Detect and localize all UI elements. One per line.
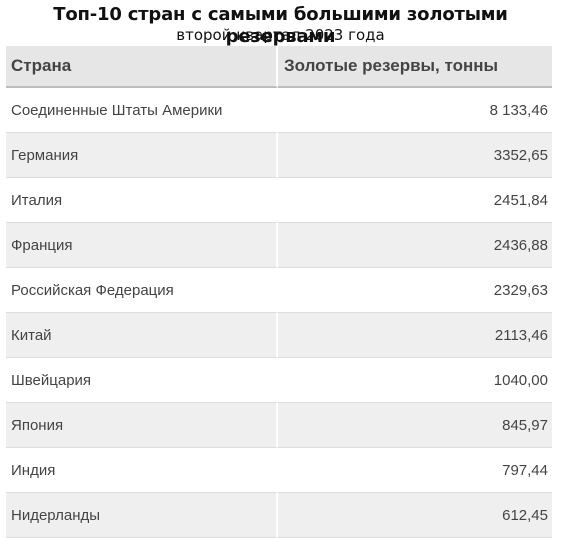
country-cell: Франция [6,223,278,268]
country-cell: Япония [6,403,278,448]
reserves-cell: 2436,88 [278,223,552,268]
reserves-cell: 2451,84 [278,178,552,223]
column-header-reserves: Золотые резервы, тонны [278,46,552,88]
table-row: Соединенные Штаты Америки 8 133,46 [6,88,552,133]
reserves-cell: 612,45 [278,493,552,538]
country-cell: Швейцария [6,358,278,403]
country-cell: Соединенные Штаты Америки [6,88,278,133]
reserves-cell: 2113,46 [278,313,552,358]
country-cell: Российская Федерация [6,268,278,313]
table-row: Китай 2113,46 [6,313,552,358]
column-header-country: Страна [6,46,278,88]
gold-reserves-table: Страна Золотые резервы, тонны Соединенны… [6,46,552,538]
chart-title: Топ-10 стран с самыми большими золотыми … [53,4,508,47]
table-row: Российская Федерация 2329,63 [6,268,552,313]
chart-subtitle: второй квартал 2023 года [176,26,385,44]
reserves-cell: 1040,00 [278,358,552,403]
table-row: Нидерланды 612,45 [6,493,552,538]
table-row: Италия 2451,84 [6,178,552,223]
table-row: Швейцария 1040,00 [6,358,552,403]
reserves-cell: 3352,65 [278,133,552,178]
table-body: Соединенные Штаты Америки 8 133,46 Германи… [6,88,552,538]
reserves-cell: 2329,63 [278,268,552,313]
table-row: Франция 2436,88 [6,223,552,268]
table-row: Индия 797,44 [6,448,552,493]
country-cell: Китай [6,313,278,358]
reserves-cell: 8 133,46 [278,88,552,133]
table-row: Япония 845,97 [6,403,552,448]
reserves-cell: 797,44 [278,448,552,493]
country-cell: Индия [6,448,278,493]
header-row: Страна Золотые резервы, тонны [6,46,552,88]
country-cell: Германия [6,133,278,178]
reserves-cell: 845,97 [278,403,552,448]
table-row: Германия 3352,65 [6,133,552,178]
country-cell: Нидерланды [6,493,278,538]
country-cell: Италия [6,178,278,223]
